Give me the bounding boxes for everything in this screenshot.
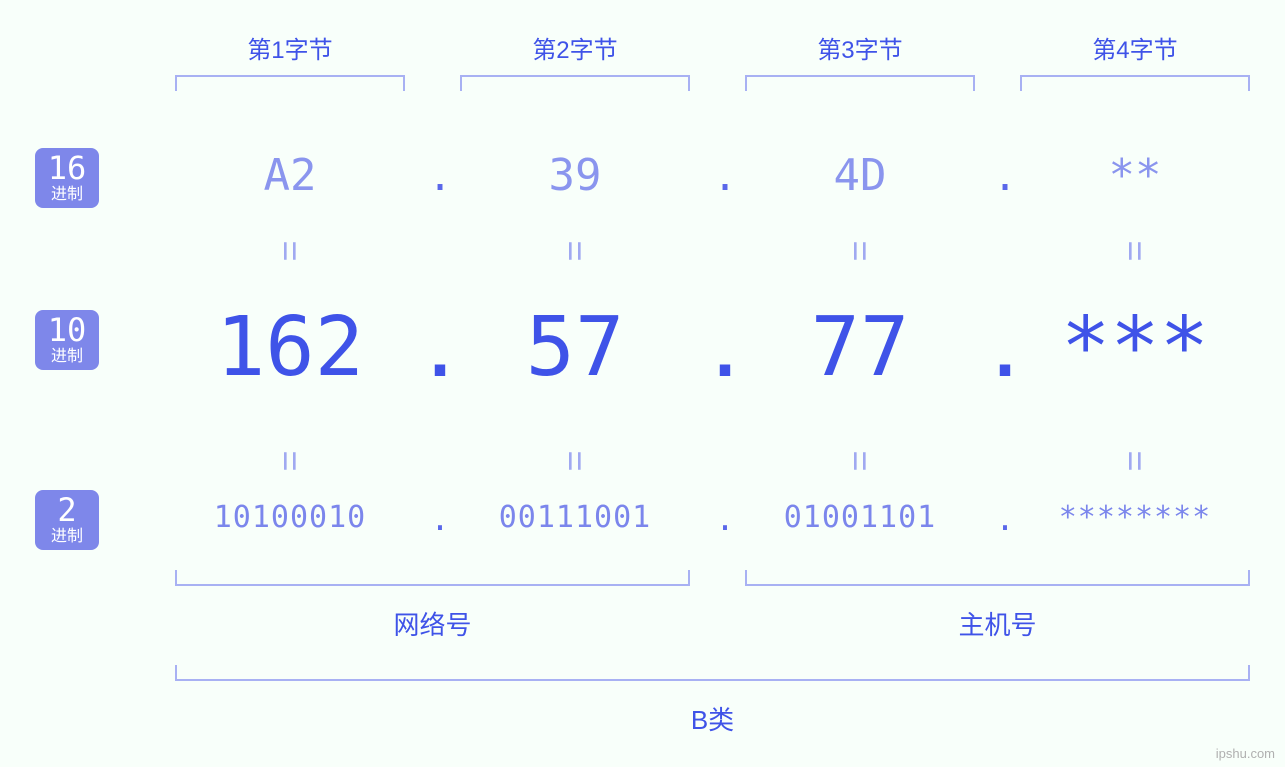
byte-header-2: 第2字节 — [460, 30, 690, 65]
equals-dec-bin-2: = — [554, 443, 596, 479]
byte-header-3: 第3字节 — [745, 30, 975, 65]
dec-dot-3: . — [985, 318, 1025, 392]
equals-dec-bin-3: = — [839, 443, 881, 479]
bin-dot-2: . — [705, 500, 745, 538]
hex-dot-1: . — [420, 154, 460, 200]
hex-byte-1: A2 — [175, 150, 405, 201]
byte-header-1: 第1字节 — [175, 30, 405, 65]
bin-byte-2: 00111001 — [450, 500, 700, 535]
base-badge-hex-num: 16 — [35, 152, 99, 186]
base-badge-dec-num: 10 — [35, 314, 99, 348]
hex-byte-2: 39 — [460, 150, 690, 201]
bin-byte-1: 10100010 — [165, 500, 415, 535]
hex-byte-4: ** — [1020, 150, 1250, 201]
dec-dot-1: . — [420, 318, 460, 392]
hex-dot-2: . — [705, 154, 745, 200]
group-label-1: 网络号 — [175, 605, 690, 642]
bin-byte-4: ******** — [1010, 500, 1260, 535]
equals-dec-bin-4: = — [1114, 443, 1156, 479]
base-badge-hex: 16进制 — [35, 148, 99, 208]
dec-byte-3: 77 — [745, 300, 975, 395]
hex-dot-3: . — [985, 154, 1025, 200]
equals-hex-dec-2: = — [554, 233, 596, 269]
equals-hex-dec-1: = — [269, 233, 311, 269]
bin-byte-3: 01001101 — [735, 500, 985, 535]
class-label: B类 — [175, 700, 1250, 737]
dec-byte-4: *** — [1020, 300, 1250, 395]
watermark: ipshu.com — [1216, 746, 1275, 761]
group-bracket-2 — [745, 570, 1250, 586]
hex-byte-3: 4D — [745, 150, 975, 201]
equals-hex-dec-4: = — [1114, 233, 1156, 269]
byte-bracket-2 — [460, 75, 690, 91]
bin-dot-1: . — [420, 500, 460, 538]
bin-dot-3: . — [985, 500, 1025, 538]
byte-header-4: 第4字节 — [1020, 30, 1250, 65]
base-badge-hex-label: 进制 — [35, 186, 99, 203]
class-bracket — [175, 665, 1250, 681]
dec-byte-2: 57 — [460, 300, 690, 395]
equals-hex-dec-3: = — [839, 233, 881, 269]
base-badge-bin: 2进制 — [35, 490, 99, 550]
equals-dec-bin-1: = — [269, 443, 311, 479]
byte-bracket-1 — [175, 75, 405, 91]
dec-dot-2: . — [705, 318, 745, 392]
base-badge-dec: 10进制 — [35, 310, 99, 370]
byte-bracket-3 — [745, 75, 975, 91]
group-label-2: 主机号 — [745, 605, 1250, 642]
group-bracket-1 — [175, 570, 690, 586]
dec-byte-1: 162 — [175, 300, 405, 395]
base-badge-bin-num: 2 — [35, 494, 99, 528]
byte-bracket-4 — [1020, 75, 1250, 91]
base-badge-bin-label: 进制 — [35, 528, 99, 545]
base-badge-dec-label: 进制 — [35, 348, 99, 365]
